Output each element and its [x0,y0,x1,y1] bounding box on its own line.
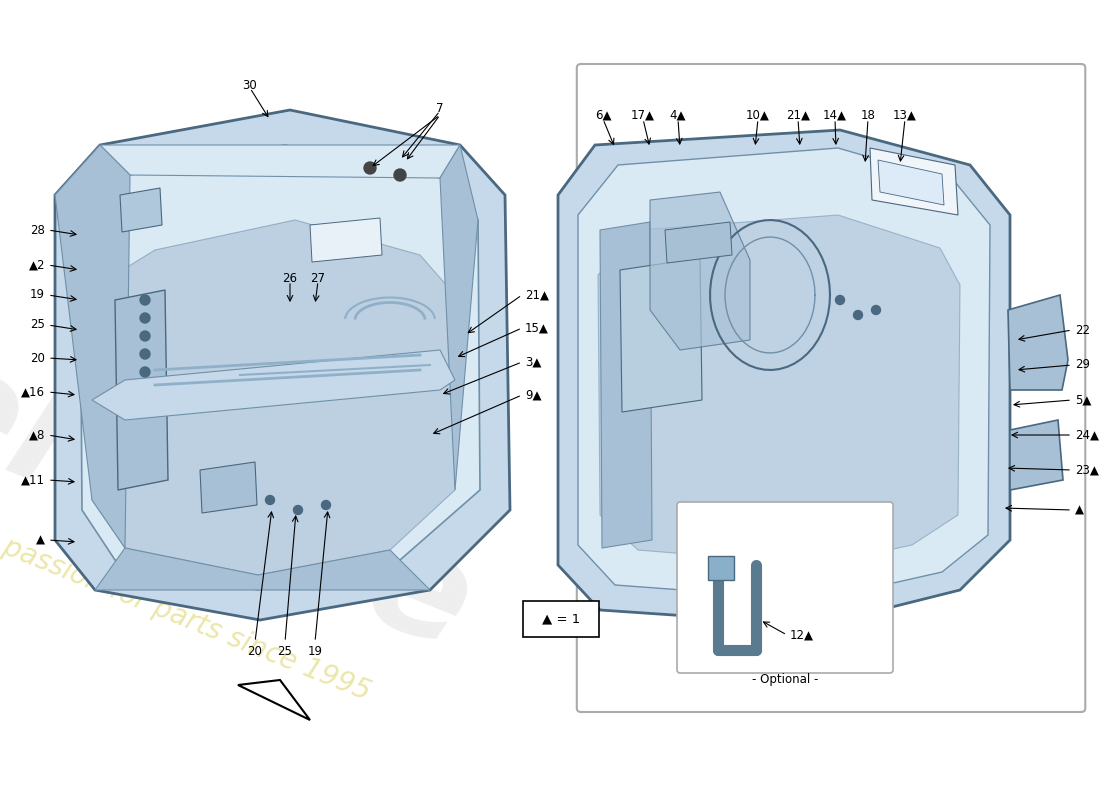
Polygon shape [310,218,382,262]
Text: 4▲: 4▲ [670,109,686,122]
Circle shape [321,501,330,510]
Text: 25: 25 [277,645,293,658]
Circle shape [140,295,150,305]
Text: ▲8: ▲8 [29,429,45,442]
Polygon shape [598,215,960,565]
Text: elusive: elusive [0,330,492,680]
Text: ▲: ▲ [36,534,45,546]
Circle shape [140,313,150,323]
Text: 22: 22 [1075,323,1090,337]
Text: 7: 7 [437,102,443,115]
Circle shape [140,367,150,377]
Text: 21▲: 21▲ [786,109,810,122]
Text: ▲11: ▲11 [21,474,45,486]
Polygon shape [600,222,652,548]
Polygon shape [578,148,990,600]
Text: 6▲: 6▲ [595,109,612,122]
Polygon shape [1008,295,1068,390]
Polygon shape [90,220,455,575]
Text: 13▲: 13▲ [893,109,917,122]
Text: 30: 30 [243,79,257,92]
Text: 26: 26 [283,272,297,285]
Text: 19: 19 [308,645,322,658]
Circle shape [140,331,150,341]
Circle shape [140,349,150,359]
Circle shape [836,295,845,305]
Text: elusive: elusive [543,322,997,588]
Text: 5▲: 5▲ [1075,394,1091,406]
Text: 3▲: 3▲ [525,355,541,369]
Text: 12▲: 12▲ [790,629,814,642]
Text: ▲: ▲ [1075,503,1084,517]
Circle shape [854,310,862,319]
Text: 17▲: 17▲ [631,109,654,122]
Text: ▲ = 1: ▲ = 1 [542,613,580,626]
Polygon shape [95,548,430,590]
Text: 18: 18 [860,109,876,122]
Polygon shape [55,145,130,548]
Polygon shape [55,110,510,620]
Circle shape [394,169,406,181]
Text: 20: 20 [30,351,45,365]
Text: 29: 29 [1075,358,1090,371]
Circle shape [871,306,880,314]
Text: 25: 25 [30,318,45,331]
Text: 24▲: 24▲ [1075,429,1099,442]
Polygon shape [620,258,702,412]
Polygon shape [558,130,1010,625]
Polygon shape [116,290,168,490]
FancyBboxPatch shape [708,556,734,580]
Text: ▲16: ▲16 [21,386,45,398]
FancyBboxPatch shape [676,502,893,673]
Polygon shape [650,192,750,350]
Polygon shape [92,350,455,420]
Polygon shape [120,188,162,232]
Polygon shape [100,145,460,178]
Text: 23▲: 23▲ [1075,463,1099,477]
Polygon shape [200,462,257,513]
Polygon shape [666,222,732,263]
Text: 9▲: 9▲ [525,389,541,402]
FancyBboxPatch shape [576,64,1086,712]
Polygon shape [238,680,310,720]
Text: 27: 27 [310,272,326,285]
Text: 14▲: 14▲ [823,109,847,122]
Polygon shape [878,160,944,205]
Circle shape [364,162,376,174]
Text: a passion for parts since 1995: a passion for parts since 1995 [0,523,375,706]
Polygon shape [870,148,958,215]
Polygon shape [80,145,480,590]
Text: ▲2: ▲2 [29,258,45,271]
Polygon shape [440,145,478,490]
Text: 19: 19 [30,289,45,302]
Text: - Optional -: - Optional - [751,674,818,686]
Polygon shape [1010,420,1063,490]
Text: 28: 28 [30,223,45,237]
Text: 21▲: 21▲ [525,289,549,302]
FancyBboxPatch shape [522,601,600,637]
Text: 10▲: 10▲ [746,109,770,122]
Text: 15▲: 15▲ [525,322,549,334]
Circle shape [294,506,302,514]
Text: a passion for parts since 1995: a passion for parts since 1995 [620,478,900,606]
Text: 20: 20 [248,645,263,658]
Circle shape [265,495,275,505]
